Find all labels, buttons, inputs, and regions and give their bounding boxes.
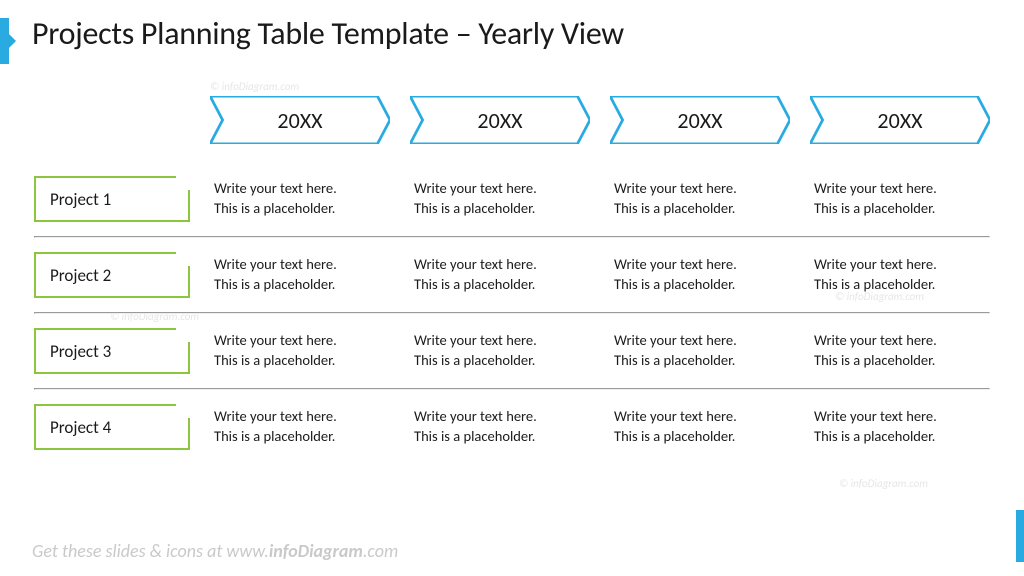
footer-attribution: Get these slides & icons at www.infoDiag… <box>32 540 398 562</box>
table-row: Project 4 Write your text here.This is a… <box>34 390 990 464</box>
year-header: 20XX <box>610 96 790 144</box>
table-cell: Write your text here.This is a placehold… <box>410 179 590 218</box>
slide: Projects Planning Table Template – Yearl… <box>0 0 1024 576</box>
year-chevron-icon: 20XX <box>810 96 990 144</box>
watermark-text: © infoDiagram.com <box>839 477 928 490</box>
table-cell: Write your text here.This is a placehold… <box>210 331 390 370</box>
table-cell: Write your text here.This is a placehold… <box>610 407 790 446</box>
project-label: Project 1 <box>50 189 111 210</box>
page-title: Projects Planning Table Template – Yearl… <box>32 14 624 53</box>
table-cell: Write your text here.This is a placehold… <box>410 255 590 294</box>
table-cell: Write your text here.This is a placehold… <box>810 407 990 446</box>
spacer <box>34 144 990 162</box>
year-label: 20XX <box>410 96 590 144</box>
table-cell: Write your text here.This is a placehold… <box>610 179 790 218</box>
table-row: Project 1 Write your text here.This is a… <box>34 162 990 236</box>
year-header: 20XX <box>810 96 990 144</box>
project-label: Project 3 <box>50 341 111 362</box>
footer-suffix: .com <box>363 540 398 562</box>
table-cell: Write your text here.This is a placehold… <box>610 255 790 294</box>
year-chevron-icon: 20XX <box>210 96 390 144</box>
table-cell: Write your text here.This is a placehold… <box>810 331 990 370</box>
project-label-box: Project 2 <box>34 252 190 298</box>
table-row: Project 2 Write your text here.This is a… <box>34 238 990 312</box>
table-cell: Write your text here.This is a placehold… <box>210 179 390 218</box>
planning-grid: 20XX 20XX 20XX 20XX <box>34 96 990 464</box>
table-cell: Write your text here.This is a placehold… <box>610 331 790 370</box>
table-cell: Write your text here.This is a placehold… <box>810 179 990 218</box>
watermark-text: © infoDiagram.com <box>210 80 299 93</box>
accent-bar-right-icon <box>1016 510 1024 562</box>
footer-prefix: Get these slides & icons at www. <box>32 540 269 562</box>
year-chevron-icon: 20XX <box>410 96 590 144</box>
project-label-box: Project 4 <box>34 404 190 450</box>
table-cell: Write your text here.This is a placehold… <box>210 407 390 446</box>
year-header: 20XX <box>410 96 590 144</box>
project-label: Project 4 <box>50 417 111 438</box>
table-row: Project 3 Write your text here.This is a… <box>34 314 990 388</box>
project-label-box: Project 3 <box>34 328 190 374</box>
year-label: 20XX <box>810 96 990 144</box>
table-cell: Write your text here.This is a placehold… <box>210 255 390 294</box>
accent-bar-left-icon <box>0 18 9 64</box>
year-header-row: 20XX 20XX 20XX 20XX <box>34 96 990 144</box>
year-label: 20XX <box>210 96 390 144</box>
year-header: 20XX <box>210 96 390 144</box>
table-cell: Write your text here.This is a placehold… <box>810 255 990 294</box>
table-cell: Write your text here.This is a placehold… <box>410 407 590 446</box>
project-label: Project 2 <box>50 265 111 286</box>
footer-brand: infoDiagram <box>269 540 363 562</box>
year-label: 20XX <box>610 96 790 144</box>
year-chevron-icon: 20XX <box>610 96 790 144</box>
table-cell: Write your text here.This is a placehold… <box>410 331 590 370</box>
project-label-box: Project 1 <box>34 176 190 222</box>
